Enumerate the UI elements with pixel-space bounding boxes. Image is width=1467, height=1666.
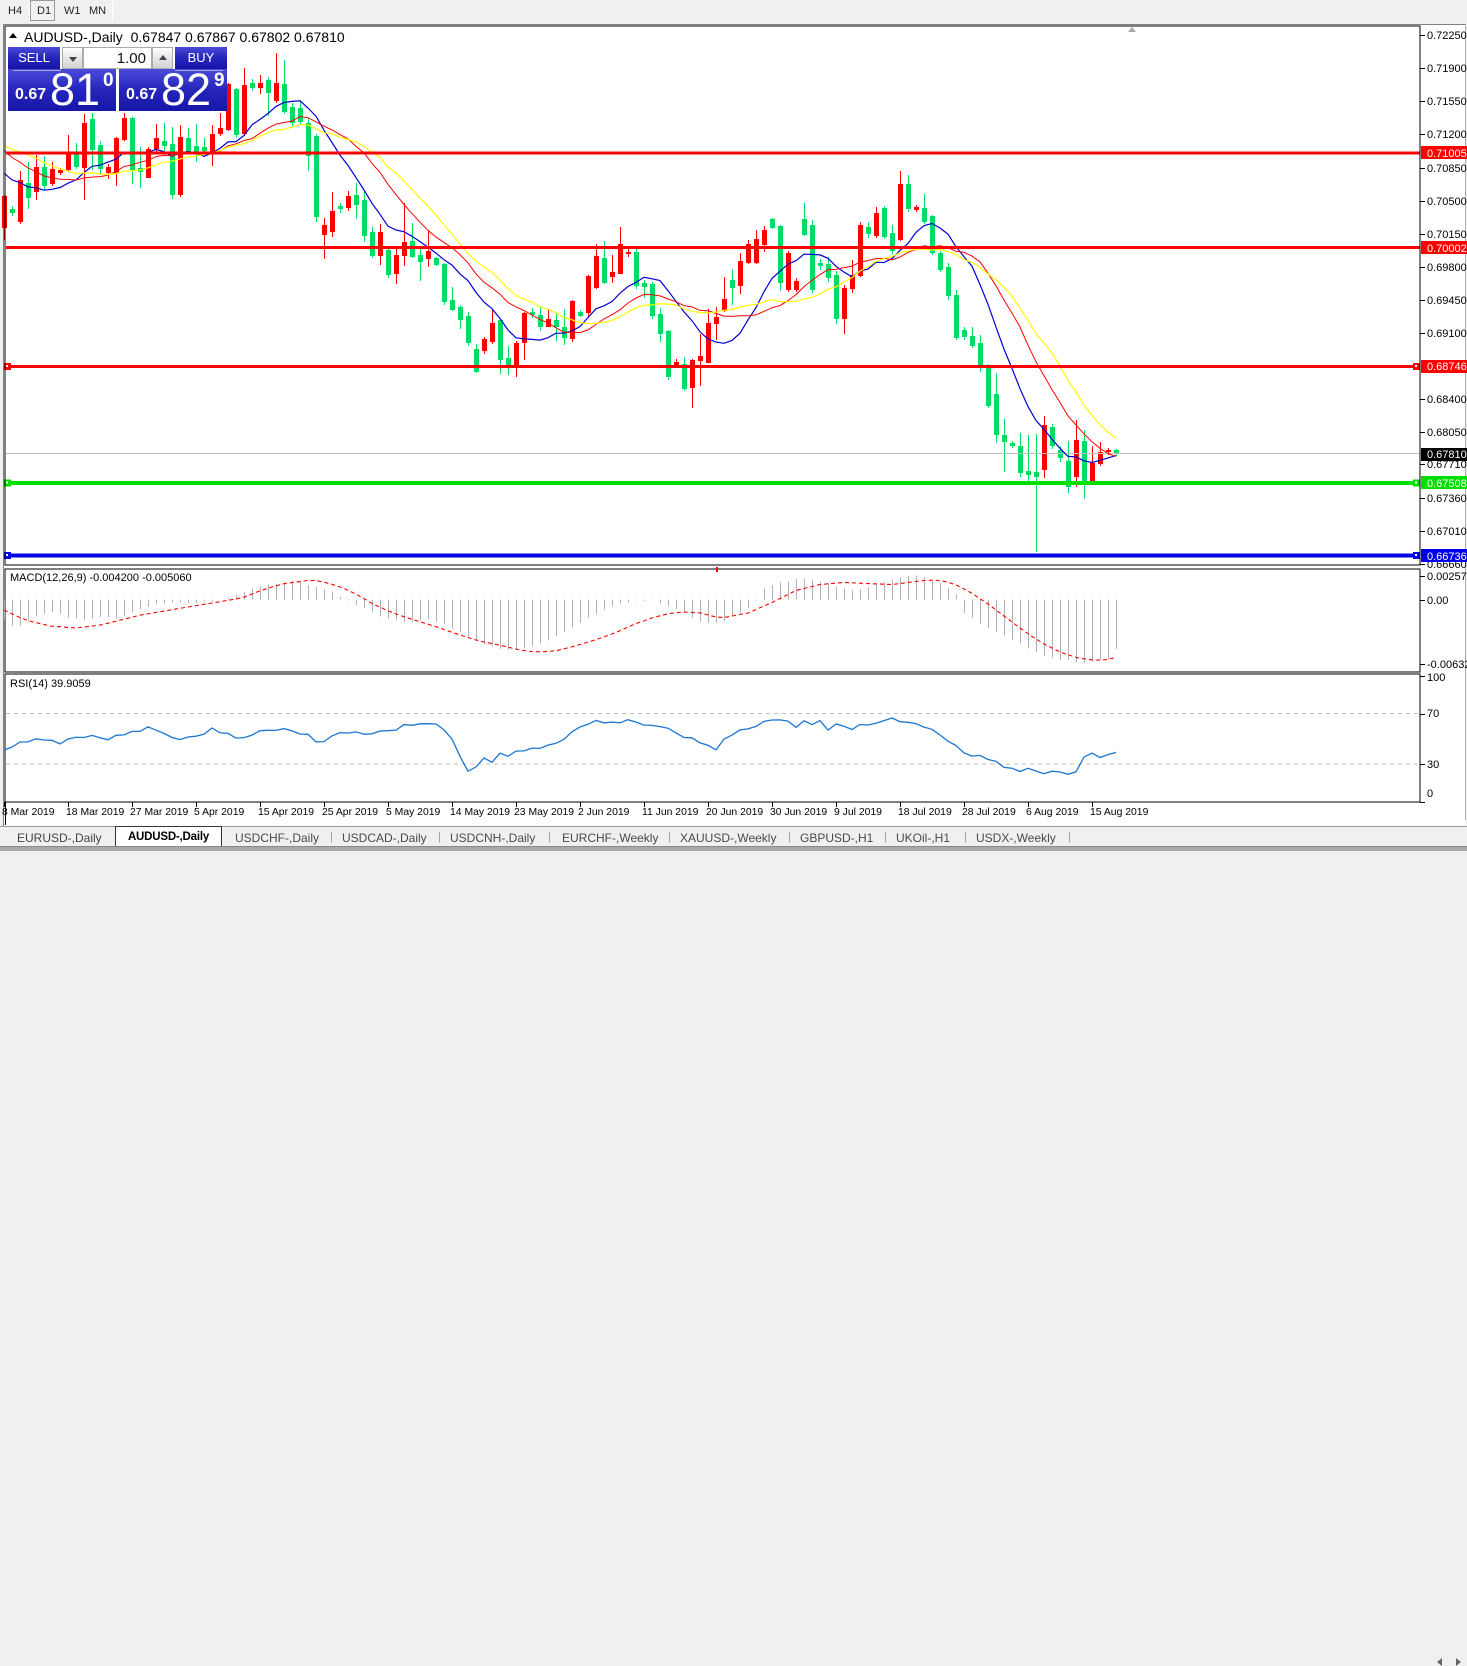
svg-text:0.69100: 0.69100	[1427, 328, 1467, 340]
svg-text:0.00: 0.00	[1427, 595, 1448, 607]
svg-text:5 Apr 2019: 5 Apr 2019	[194, 807, 244, 818]
svg-text:23 May 2019: 23 May 2019	[514, 807, 574, 818]
svg-text:0.67810: 0.67810	[1427, 449, 1467, 461]
svg-text:0.67710: 0.67710	[1427, 459, 1467, 471]
svg-text:0.66736: 0.66736	[1427, 551, 1467, 563]
svg-text:0.70002: 0.70002	[1427, 243, 1467, 255]
svg-text:11 Jun 2019: 11 Jun 2019	[642, 807, 699, 818]
svg-text:0.67010: 0.67010	[1427, 526, 1467, 538]
svg-text:18 Mar 2019: 18 Mar 2019	[66, 807, 125, 818]
svg-text:MACD(12,26,9) -0.004200 -0.005: MACD(12,26,9) -0.004200 -0.005060	[10, 572, 192, 584]
svg-text:0.70850: 0.70850	[1427, 163, 1467, 175]
svg-text:0.71200: 0.71200	[1427, 129, 1467, 141]
svg-text:0.67508: 0.67508	[1427, 478, 1467, 490]
svg-text:20 Jun 2019: 20 Jun 2019	[706, 807, 763, 818]
svg-text:0.69800: 0.69800	[1427, 262, 1467, 274]
svg-text:0.72250: 0.72250	[1427, 30, 1467, 42]
svg-text:0.71005: 0.71005	[1427, 148, 1467, 160]
svg-text:8 Mar 2019: 8 Mar 2019	[2, 807, 55, 818]
svg-text:6 Aug 2019: 6 Aug 2019	[1026, 807, 1079, 818]
svg-text:0.68050: 0.68050	[1427, 427, 1467, 439]
svg-text:18 Jul 2019: 18 Jul 2019	[898, 807, 952, 818]
svg-text:0.70150: 0.70150	[1427, 229, 1467, 241]
svg-text:0.002574: 0.002574	[1427, 571, 1467, 583]
svg-text:14 May 2019: 14 May 2019	[450, 807, 510, 818]
svg-text:0.71550: 0.71550	[1427, 96, 1467, 108]
svg-text:0.68400: 0.68400	[1427, 394, 1467, 406]
svg-text:30 Jun 2019: 30 Jun 2019	[770, 807, 827, 818]
svg-text:28 Jul 2019: 28 Jul 2019	[962, 807, 1016, 818]
svg-text:70: 70	[1427, 708, 1439, 720]
svg-text:0.69450: 0.69450	[1427, 295, 1467, 307]
svg-text:0.71900: 0.71900	[1427, 63, 1467, 75]
svg-text:100: 100	[1427, 672, 1445, 684]
svg-text:15 Apr 2019: 15 Apr 2019	[258, 807, 314, 818]
svg-text:5 May 2019: 5 May 2019	[386, 807, 441, 818]
svg-text:30: 30	[1427, 759, 1439, 771]
svg-text:25 Apr 2019: 25 Apr 2019	[322, 807, 378, 818]
svg-text:15 Aug 2019: 15 Aug 2019	[1090, 807, 1149, 818]
svg-text:9 Jul 2019: 9 Jul 2019	[834, 807, 882, 818]
svg-text:0: 0	[1427, 788, 1433, 800]
svg-text:0.68746: 0.68746	[1427, 361, 1467, 373]
svg-text:-0.006326: -0.006326	[1427, 659, 1467, 671]
svg-text:2 Jun 2019: 2 Jun 2019	[578, 807, 630, 818]
svg-text:0.67360: 0.67360	[1427, 493, 1467, 505]
svg-text:RSI(14) 39.9059: RSI(14) 39.9059	[10, 678, 91, 690]
svg-text:27 Mar 2019: 27 Mar 2019	[130, 807, 189, 818]
svg-text:0.70500: 0.70500	[1427, 196, 1467, 208]
